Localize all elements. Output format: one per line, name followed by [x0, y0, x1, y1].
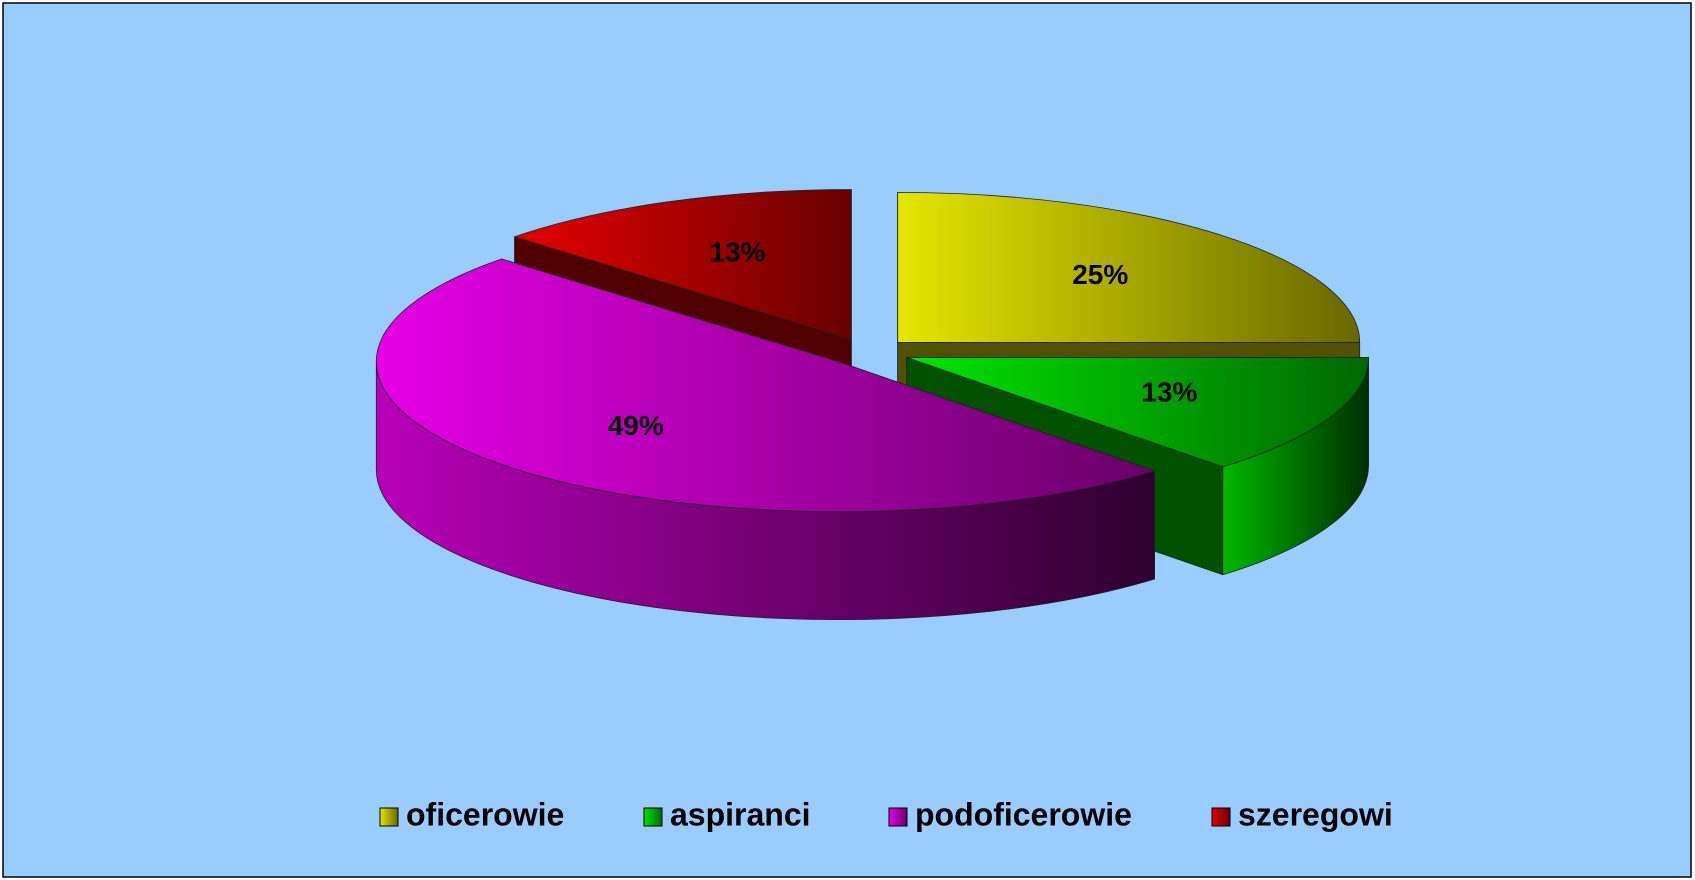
data-label: 25% — [1072, 259, 1128, 290]
data-label: 13% — [1141, 377, 1197, 408]
legend-swatch — [379, 807, 399, 827]
legend-label: podoficerowie — [915, 796, 1132, 832]
pie: 25% 13% 49% 13% — [375, 189, 1369, 621]
slice — [375, 258, 1155, 513]
legend-swatch — [643, 807, 663, 827]
data-label: 49% — [608, 410, 664, 441]
legend-label: aspiranci — [670, 796, 811, 832]
legend: oficerowie aspiranci podoficerowie szeregow… — [379, 796, 1393, 832]
legend-label: szeregowi — [1238, 796, 1393, 832]
slice — [897, 191, 1361, 343]
legend-swatch — [1211, 807, 1231, 827]
legend-label: oficerowie — [406, 796, 564, 832]
legend-swatch — [888, 807, 908, 827]
slice — [906, 357, 1369, 468]
slice — [514, 189, 852, 340]
data-label: 13% — [710, 237, 766, 268]
